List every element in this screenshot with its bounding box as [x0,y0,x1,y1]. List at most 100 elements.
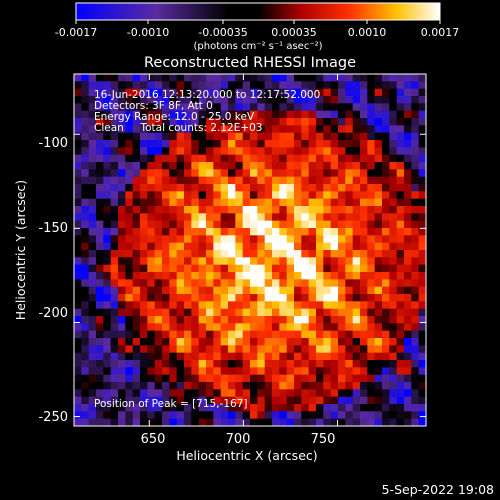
heatmap-cell [118,382,126,390]
heatmap-cell [184,308,192,317]
heatmap-cell [418,301,426,310]
heatmap-cell [301,110,310,119]
heatmap-cell [103,382,112,390]
heatmap-cell [374,286,383,295]
heatmap-cell [220,228,229,236]
heatmap-cell [213,140,222,148]
heatmap-cell [308,191,317,200]
y-tick-label-2: -200 [38,306,68,321]
heatmap-cell [220,411,229,420]
heatmap-cell [360,352,368,361]
heatmap-cell [110,264,119,273]
heatmap-cell [147,411,156,420]
heatmap-cell [184,323,192,332]
heatmap-cell [404,418,412,426]
heatmap-cell [191,279,200,288]
heatmap-cell [235,389,244,398]
heatmap-cell [206,360,214,368]
heatmap-cell [396,154,405,163]
heatmap-cell [125,257,134,266]
heatmap-cell [367,404,376,412]
heatmap-cell [88,88,97,97]
heatmap-cell [418,323,426,332]
heatmap-cell [352,301,361,310]
heatmap-cell [316,88,324,97]
heatmap-cell [242,360,251,368]
heatmap-cell [330,352,339,361]
heatmap-cell [330,169,339,178]
heatmap-cell [154,147,163,156]
heatmap-cell [118,345,126,354]
heatmap-cell [228,272,236,280]
heatmap-cell [74,345,82,354]
heatmap-cell [140,360,148,368]
heatmap-cell [257,88,266,97]
heatmap-cell [125,191,134,200]
heatmap-cell [338,308,346,317]
heatmap-cell [264,250,273,258]
heatmap-cell [169,352,178,361]
heatmap-cell [110,213,119,222]
heatmap-cell [396,294,405,302]
heatmap-cell [418,316,426,324]
heatmap-cell [213,382,222,390]
heatmap-cell [389,132,398,141]
heatmap-cell [360,411,368,420]
heatmap-cell [228,338,236,346]
heatmap-cell [301,140,310,148]
heatmap-cell [96,132,104,141]
heatmap-cell [352,235,361,244]
heatmap-cell [345,411,354,420]
heatmap-cell [301,213,310,222]
heatmap-cell [257,301,266,310]
heatmap-cell [396,103,405,112]
heatmap-cell [147,103,156,112]
colorbar-tick-2: -0.00035 [198,26,247,39]
heatmap-cell [389,308,398,317]
heatmap-cell [96,301,104,310]
heatmap-cell [382,301,390,310]
heatmap-cell [125,360,134,368]
heatmap-cell [404,110,412,119]
heatmap-cell [418,191,426,200]
heatmap-cell [323,345,332,354]
heatmap-cell [235,404,244,412]
heatmap-cell [418,272,426,280]
heatmap-cell [198,286,207,295]
heatmap-cell [184,345,192,354]
heatmap-cell [206,228,214,236]
heatmap-cell [250,396,258,405]
heatmap-cell [125,308,134,317]
heatmap-cell [396,360,405,368]
heatmap-cell [162,382,170,390]
heatmap-cell [411,286,420,295]
heatmap-cell [220,88,229,97]
heatmap-cell [74,125,82,134]
heatmap-cell [367,132,376,141]
heatmap-cell [191,154,200,163]
heatmap-cell [191,382,200,390]
heatmap-cell [191,125,200,134]
heatmap-cell [286,396,295,405]
heatmap-cell [206,250,214,258]
heatmap-cell [162,308,170,317]
heatmap-cell [169,257,178,266]
heatmap-cell [389,162,398,170]
heatmap-cell [250,360,258,368]
heatmap-cell [404,235,412,244]
heatmap-cell [330,132,339,141]
heatmap-cell [360,272,368,280]
heatmap-cell [96,184,104,192]
heatmap-cell [176,235,185,244]
heatmap-cell [396,279,405,288]
heatmap-cell [169,264,178,273]
heatmap-cell [411,272,420,280]
heatmap-cell [198,169,207,178]
colorbar-gradient [75,2,441,21]
heatmap-cell [272,250,280,258]
heatmap-cell [110,396,119,405]
heatmap-cell [110,125,119,134]
heatmap-cell [286,316,295,324]
heatmap-cell [198,316,207,324]
heatmap-cell [250,272,258,280]
